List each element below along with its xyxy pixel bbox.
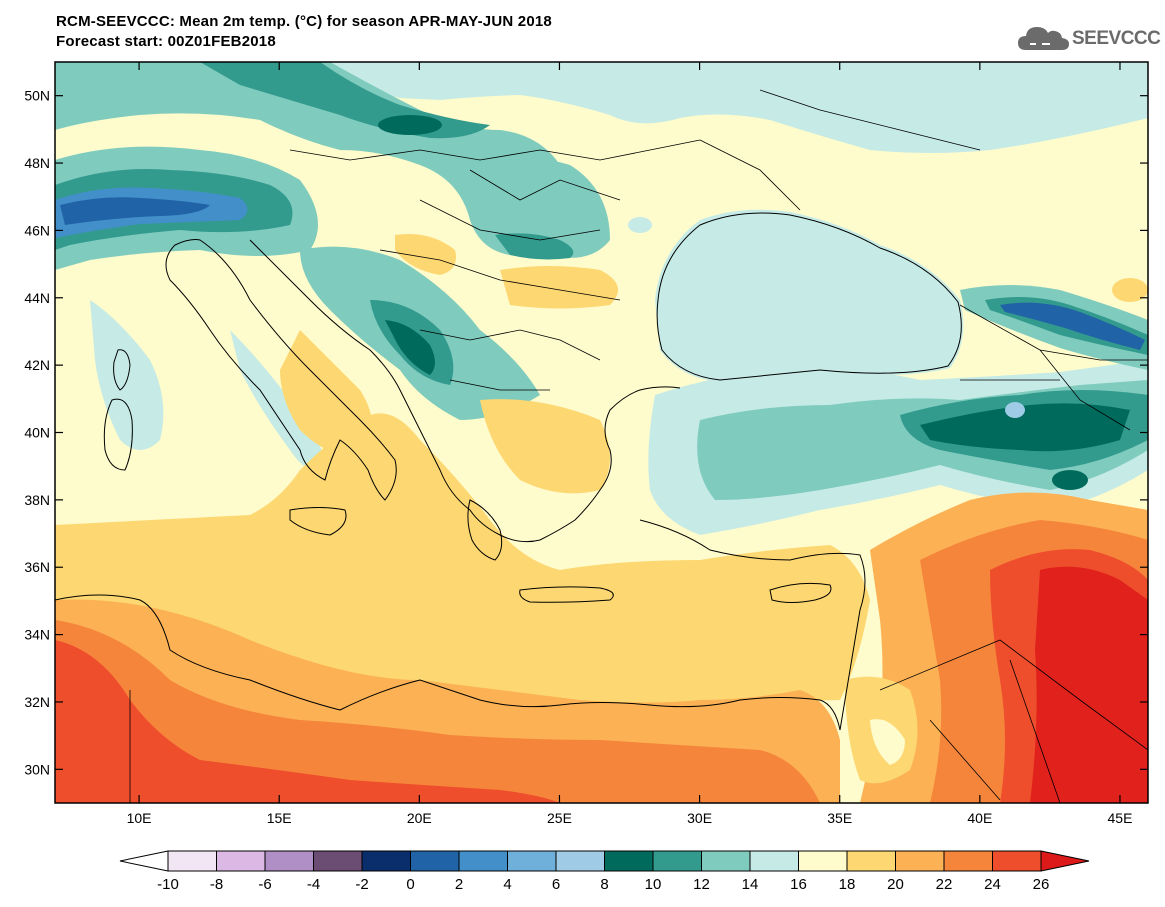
lon-tick-label: 30E — [687, 810, 712, 826]
lat-tick-label: 44N — [24, 290, 50, 306]
lon-tick-label: 35E — [827, 810, 852, 826]
colorbar-label: 6 — [552, 876, 560, 893]
colorbar-swatch — [361, 850, 411, 872]
colorbar-label: -10 — [157, 876, 179, 893]
lat-tick-label: 30N — [24, 761, 50, 777]
colorbar-over-triangle — [1040, 850, 1090, 872]
colorbar-label: 16 — [790, 876, 807, 893]
coastlines — [55, 89, 1148, 803]
colorbar-label: 2 — [455, 876, 463, 893]
colorbar-swatch — [798, 850, 848, 872]
lat-tick-label: 48N — [24, 155, 50, 171]
lon-tick-label: 40E — [967, 810, 992, 826]
colorbar-swatch — [507, 850, 557, 872]
colorbar-label: 14 — [742, 876, 759, 893]
colorbar-swatch — [943, 850, 993, 872]
colorbar-label: 26 — [1033, 876, 1050, 893]
colorbar-label: -4 — [307, 876, 320, 893]
temperature-field — [55, 62, 1148, 803]
lon-tick-label: 45E — [1108, 810, 1133, 826]
lat-tick-label: 40N — [24, 425, 50, 441]
colorbar: -10 -8 -6 -4 -2 0 2 4 6 8 10 12 14 16 18 20 22 24 26 — [119, 850, 1090, 893]
colorbar-swatch — [652, 850, 702, 872]
colorbar-label: 8 — [600, 876, 608, 893]
lon-tick-label: 20E — [407, 810, 432, 826]
colorbar-swatch — [749, 850, 799, 872]
colorbar-label: -2 — [355, 876, 368, 893]
colorbar-label: 22 — [936, 876, 953, 893]
colorbar-swatch — [555, 850, 605, 872]
seevccc-logo: SEEVCCC — [1018, 24, 1161, 54]
cloud-icon — [1018, 27, 1069, 50]
colorbar-label: -6 — [258, 876, 271, 893]
colorbar-label: 20 — [887, 876, 904, 893]
forecast-start-subtitle: Forecast start: 00Z01FEB2018 — [56, 33, 276, 50]
lon-tick-label: 10E — [127, 810, 152, 826]
longitude-axis: 10E 15E 20E 25E 30E 35E 40E 45E — [127, 62, 1133, 826]
colorbar-swatch — [604, 850, 654, 872]
lat-tick-label: 34N — [24, 627, 50, 643]
colorbar-swatch — [458, 850, 508, 872]
lat-tick-label: 32N — [24, 694, 50, 710]
colorbar-swatch — [895, 850, 945, 872]
colorbar-label: 10 — [645, 876, 662, 893]
lon-tick-label: 25E — [547, 810, 572, 826]
lat-tick-label: 38N — [24, 492, 50, 508]
colorbar-swatch — [313, 850, 363, 872]
colorbar-swatch — [701, 850, 751, 872]
colorbar-swatch — [410, 850, 460, 872]
colorbar-swatch — [846, 850, 896, 872]
colorbar-swatch — [264, 850, 314, 872]
logo-text: SEEVCCC — [1072, 28, 1161, 49]
colorbar-under-triangle — [119, 850, 169, 872]
colorbar-label: 0 — [406, 876, 414, 893]
colorbar-label: 18 — [839, 876, 856, 893]
map-title: RCM-SEEVCCC: Mean 2m temp. (°C) for seas… — [56, 13, 552, 30]
lat-tick-label: 36N — [24, 559, 50, 575]
colorbar-label: 4 — [503, 876, 511, 893]
lat-tick-label: 46N — [24, 222, 50, 238]
colorbar-swatch — [216, 850, 266, 872]
lat-tick-label: 42N — [24, 357, 50, 373]
colorbar-label: 12 — [693, 876, 710, 893]
colorbar-label: -8 — [210, 876, 223, 893]
lat-tick-label: 50N — [24, 88, 50, 104]
colorbar-label: 24 — [984, 876, 1001, 893]
colorbar-swatch — [167, 850, 217, 872]
colorbar-swatch — [992, 850, 1042, 872]
lon-tick-label: 15E — [267, 810, 292, 826]
latitude-axis: 50N 48N 46N 44N 42N 40N 38N 36N 34N 32N 30N — [24, 88, 1148, 777]
